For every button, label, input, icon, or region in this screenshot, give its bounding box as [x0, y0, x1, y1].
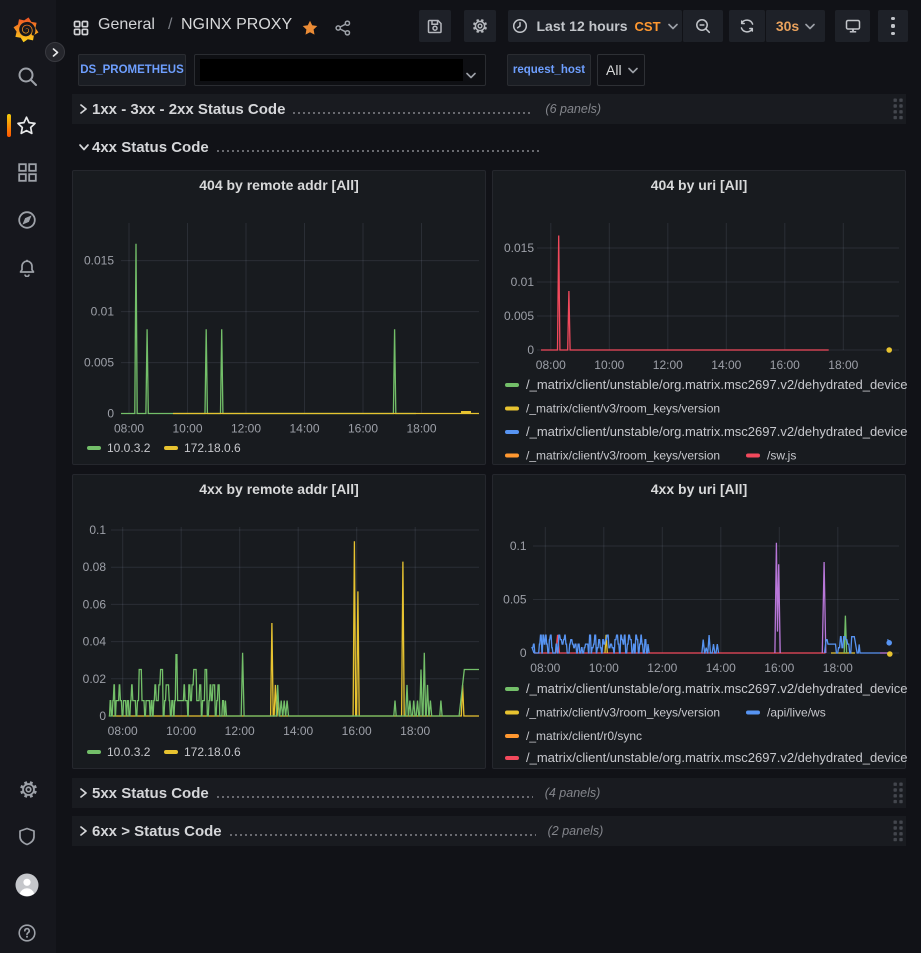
svg-text:172.18.0.6: 172.18.0.6 — [184, 441, 241, 455]
svg-text:0.06: 0.06 — [83, 597, 107, 611]
svg-text:16:00: 16:00 — [770, 358, 800, 372]
svg-text:18:00: 18:00 — [406, 422, 436, 436]
svg-text:0.08: 0.08 — [83, 560, 107, 574]
svg-text:12:00: 12:00 — [231, 422, 261, 436]
svg-text:18:00: 18:00 — [400, 724, 430, 738]
svg-text:18:00: 18:00 — [823, 661, 853, 675]
svg-text:/_matrix/client/v3/room_keys/v: /_matrix/client/v3/room_keys/version — [526, 449, 720, 463]
svg-text:/_matrix/client/unstable/org.m: /_matrix/client/unstable/org.matrix.msc2… — [526, 750, 907, 765]
svg-text:10:00: 10:00 — [172, 422, 202, 436]
svg-text:10.0.3.2: 10.0.3.2 — [107, 441, 151, 455]
svg-text:16:00: 16:00 — [348, 422, 378, 436]
svg-text:08:00: 08:00 — [536, 358, 566, 372]
svg-text:0: 0 — [99, 709, 106, 723]
svg-text:/_matrix/client/r0/sync: /_matrix/client/r0/sync — [526, 729, 642, 743]
svg-text:0.1: 0.1 — [89, 523, 106, 537]
svg-text:12:00: 12:00 — [225, 724, 255, 738]
svg-text:/api/live/ws: /api/live/ws — [767, 706, 826, 720]
svg-text:14:00: 14:00 — [706, 661, 736, 675]
svg-text:10:00: 10:00 — [166, 724, 196, 738]
svg-text:0.1: 0.1 — [510, 539, 527, 553]
svg-text:12:00: 12:00 — [653, 358, 683, 372]
svg-text:0.01: 0.01 — [511, 275, 535, 289]
svg-text:10:00: 10:00 — [594, 358, 624, 372]
svg-text:08:00: 08:00 — [108, 724, 138, 738]
svg-text:0: 0 — [520, 646, 527, 660]
svg-text:0: 0 — [527, 343, 534, 357]
svg-text:12:00: 12:00 — [647, 661, 677, 675]
svg-text:/_matrix/client/v3/room_keys/v: /_matrix/client/v3/room_keys/version — [526, 706, 720, 720]
svg-text:/_matrix/client/v3/room_keys/v: /_matrix/client/v3/room_keys/version — [526, 402, 720, 416]
svg-text:16:00: 16:00 — [342, 724, 372, 738]
svg-text:0.015: 0.015 — [504, 241, 534, 255]
svg-text:0.02: 0.02 — [83, 672, 107, 686]
svg-text:/sw.js: /sw.js — [767, 449, 796, 463]
svg-text:0.015: 0.015 — [84, 254, 114, 268]
svg-text:0.005: 0.005 — [504, 309, 534, 323]
svg-text:0.04: 0.04 — [83, 635, 107, 649]
svg-text:08:00: 08:00 — [530, 661, 560, 675]
svg-text:14:00: 14:00 — [283, 724, 313, 738]
svg-text:16:00: 16:00 — [764, 661, 794, 675]
svg-text:10.0.3.2: 10.0.3.2 — [107, 745, 151, 759]
svg-text:/_matrix/client/unstable/org.m: /_matrix/client/unstable/org.matrix.msc2… — [526, 681, 907, 696]
svg-text:08:00: 08:00 — [114, 422, 144, 436]
svg-text:14:00: 14:00 — [711, 358, 741, 372]
svg-text:172.18.0.6: 172.18.0.6 — [184, 745, 241, 759]
svg-text:/_matrix/client/unstable/org.m: /_matrix/client/unstable/org.matrix.msc2… — [526, 424, 907, 439]
svg-text:14:00: 14:00 — [289, 422, 319, 436]
svg-text:0.05: 0.05 — [503, 593, 527, 607]
svg-text:10:00: 10:00 — [589, 661, 619, 675]
svg-text:0: 0 — [107, 407, 114, 421]
svg-text:18:00: 18:00 — [828, 358, 858, 372]
svg-text:0.01: 0.01 — [91, 305, 115, 319]
svg-text:0.005: 0.005 — [84, 356, 114, 370]
svg-text:/_matrix/client/unstable/org.m: /_matrix/client/unstable/org.matrix.msc2… — [526, 377, 907, 392]
